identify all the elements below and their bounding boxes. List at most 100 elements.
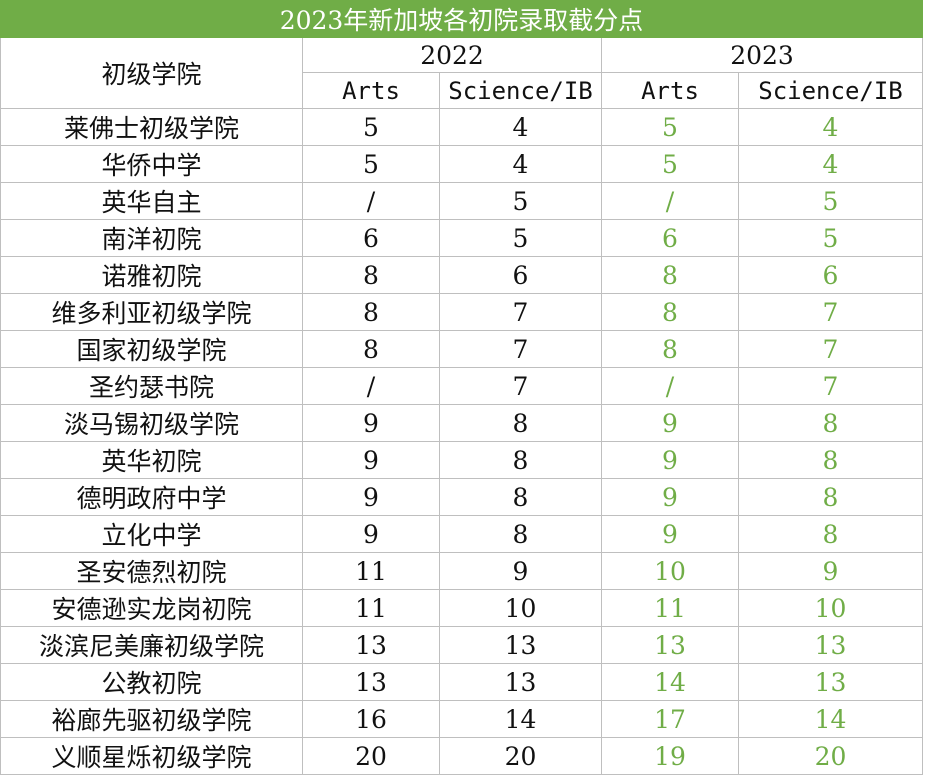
arts-2023-value: 9 bbox=[601, 478, 739, 516]
science-2022-value: 8 bbox=[439, 441, 602, 479]
arts-2022-value: / bbox=[302, 367, 440, 405]
science-2023-value: 5 bbox=[737, 182, 924, 220]
science-2022-value: 8 bbox=[439, 404, 602, 442]
school-name: 莱佛士初级学院 bbox=[0, 108, 303, 146]
science-2022-value: 7 bbox=[439, 367, 602, 405]
science-2022-value: 4 bbox=[439, 145, 602, 183]
arts-2023-value: / bbox=[601, 367, 739, 405]
table-row: 淡马锡初级学院 9 8 9 8 bbox=[0, 404, 924, 442]
school-name: 诺雅初院 bbox=[0, 256, 303, 294]
arts-2022-value: 16 bbox=[302, 700, 440, 738]
science-2022-value: 13 bbox=[439, 626, 602, 664]
arts-2022-header: Arts bbox=[302, 72, 440, 109]
arts-2022-value: 5 bbox=[302, 145, 440, 183]
science-2022-header: Science/IB bbox=[439, 72, 602, 109]
school-name: 裕廊先驱初级学院 bbox=[0, 700, 303, 738]
table-row: 义顺星烁初级学院 20 20 19 20 bbox=[0, 737, 924, 775]
school-name: 英华自主 bbox=[0, 182, 303, 220]
arts-2023-header: Arts bbox=[601, 72, 739, 109]
science-2023-value: 14 bbox=[737, 700, 924, 738]
school-name: 立化中学 bbox=[0, 515, 303, 553]
year-2022-header: 2022 bbox=[302, 37, 602, 73]
arts-2023-value: 14 bbox=[601, 663, 739, 701]
arts-2023-value: 9 bbox=[601, 404, 739, 442]
arts-2022-value: 8 bbox=[302, 293, 440, 331]
arts-2023-value: 9 bbox=[601, 515, 739, 553]
school-name: 国家初级学院 bbox=[0, 330, 303, 368]
science-2022-value: 8 bbox=[439, 478, 602, 516]
science-2022-value: 7 bbox=[439, 293, 602, 331]
arts-2022-value: 11 bbox=[302, 552, 440, 590]
arts-2023-value: 17 bbox=[601, 700, 739, 738]
table-title: 2023年新加坡各初院录取截分点 bbox=[0, 0, 924, 38]
science-2023-value: 8 bbox=[737, 441, 924, 479]
science-2023-value: 7 bbox=[737, 330, 924, 368]
table-row: 圣约瑟书院 / 7 / 7 bbox=[0, 367, 924, 405]
arts-2022-value: 6 bbox=[302, 219, 440, 257]
school-name: 维多利亚初级学院 bbox=[0, 293, 303, 331]
table-row: 公教初院 13 13 14 13 bbox=[0, 663, 924, 701]
table-row: 维多利亚初级学院 8 7 8 7 bbox=[0, 293, 924, 331]
school-name: 义顺星烁初级学院 bbox=[0, 737, 303, 775]
science-2022-value: 6 bbox=[439, 256, 602, 294]
school-name: 淡马锡初级学院 bbox=[0, 404, 303, 442]
arts-2023-value: 13 bbox=[601, 626, 739, 664]
arts-2022-value: 9 bbox=[302, 478, 440, 516]
science-2022-value: 20 bbox=[439, 737, 602, 775]
science-2023-value: 13 bbox=[737, 663, 924, 701]
arts-2022-value: 8 bbox=[302, 330, 440, 368]
school-name: 英华初院 bbox=[0, 441, 303, 479]
arts-2023-value: 10 bbox=[601, 552, 739, 590]
science-2023-value: 8 bbox=[737, 515, 924, 553]
arts-2022-value: 13 bbox=[302, 626, 440, 664]
science-2022-value: 9 bbox=[439, 552, 602, 590]
science-2022-value: 8 bbox=[439, 515, 602, 553]
science-2023-value: 4 bbox=[737, 108, 924, 146]
arts-2023-value: 5 bbox=[601, 145, 739, 183]
science-2022-value: 4 bbox=[439, 108, 602, 146]
table-row: 立化中学 9 8 9 8 bbox=[0, 515, 924, 553]
science-2023-value: 13 bbox=[737, 626, 924, 664]
arts-2022-value: 9 bbox=[302, 515, 440, 553]
science-2022-value: 13 bbox=[439, 663, 602, 701]
science-2022-value: 5 bbox=[439, 182, 602, 220]
arts-2023-value: / bbox=[601, 182, 739, 220]
year-2023-header: 2023 bbox=[600, 37, 924, 73]
table-row: 华侨中学 5 4 5 4 bbox=[0, 145, 924, 183]
science-2022-value: 5 bbox=[439, 219, 602, 257]
arts-2022-value: 20 bbox=[302, 737, 440, 775]
arts-2022-value: 11 bbox=[302, 589, 440, 627]
table-row: 圣安德烈初院 11 9 10 9 bbox=[0, 552, 924, 590]
science-2022-value: 7 bbox=[439, 330, 602, 368]
arts-2023-value: 8 bbox=[601, 330, 739, 368]
arts-2023-value: 11 bbox=[601, 589, 739, 627]
arts-2022-value: 9 bbox=[302, 441, 440, 479]
arts-2022-value: 5 bbox=[302, 108, 440, 146]
table-row: 裕廊先驱初级学院 16 14 17 14 bbox=[0, 700, 924, 738]
arts-2023-value: 19 bbox=[601, 737, 739, 775]
science-2023-value: 9 bbox=[737, 552, 924, 590]
science-2023-value: 7 bbox=[737, 367, 924, 405]
table-row: 英华初院 9 8 9 8 bbox=[0, 441, 924, 479]
table-row: 国家初级学院 8 7 8 7 bbox=[0, 330, 924, 368]
arts-2022-value: 13 bbox=[302, 663, 440, 701]
arts-2022-value: 9 bbox=[302, 404, 440, 442]
table-row: 莱佛士初级学院 5 4 5 4 bbox=[0, 108, 924, 146]
science-2022-value: 14 bbox=[439, 700, 602, 738]
science-2023-value: 4 bbox=[737, 145, 924, 183]
school-name: 淡滨尼美廉初级学院 bbox=[0, 626, 303, 664]
science-2022-value: 10 bbox=[439, 589, 602, 627]
science-2023-header: Science/IB bbox=[737, 72, 924, 109]
school-name: 南洋初院 bbox=[0, 219, 303, 257]
table-row: 德明政府中学 9 8 9 8 bbox=[0, 478, 924, 516]
arts-2023-value: 8 bbox=[601, 256, 739, 294]
arts-2023-value: 6 bbox=[601, 219, 739, 257]
arts-2023-value: 9 bbox=[601, 441, 739, 479]
arts-2022-value: / bbox=[302, 182, 440, 220]
science-2023-value: 20 bbox=[737, 737, 924, 775]
science-2023-value: 5 bbox=[737, 219, 924, 257]
science-2023-value: 6 bbox=[737, 256, 924, 294]
science-2023-value: 7 bbox=[737, 293, 924, 331]
table-row: 安德逊实龙岗初院 11 10 11 10 bbox=[0, 589, 924, 627]
school-name: 圣安德烈初院 bbox=[0, 552, 303, 590]
